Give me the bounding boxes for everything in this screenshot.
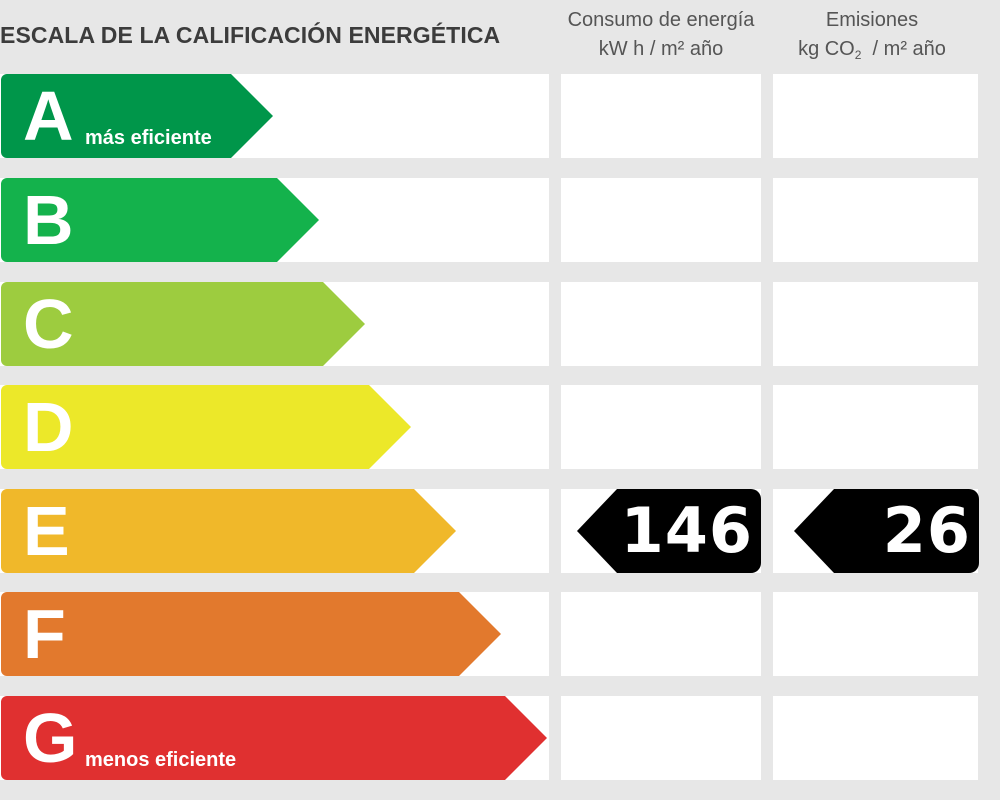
rating-row-f: F <box>0 592 1000 676</box>
rating-arrow-f: F <box>1 592 501 676</box>
emissions-column-header: Emisiones kg CO2 / m² año <box>767 6 977 70</box>
rating-sublabel: menos eficiente <box>85 749 236 772</box>
rating-sublabel: más eficiente <box>85 127 212 150</box>
energy-value: 146 <box>621 495 753 567</box>
page-title: ESCALA DE LA CALIFICACIÓN ENERGÉTICA <box>0 22 500 49</box>
emissions-cell <box>773 592 978 676</box>
rating-letter: D <box>23 389 74 465</box>
emissions-value: 26 <box>883 495 971 567</box>
energy-cell <box>561 178 761 262</box>
energy-header-line1: Consumo de energía <box>556 6 766 35</box>
emissions-header-line2: kg CO2 / m² año <box>767 35 977 70</box>
rating-arrow-b: B <box>1 178 319 262</box>
rating-arrow-c: C <box>1 282 365 366</box>
rating-row-e: E 146 26 <box>0 489 1000 573</box>
emissions-cell <box>773 385 978 469</box>
energy-cell <box>561 74 761 158</box>
rating-letter: F <box>23 596 66 672</box>
rating-arrow-d: D <box>1 385 411 469</box>
rating-letter: C <box>23 286 74 362</box>
energy-header-line2: kW h / m² año <box>556 35 766 64</box>
rating-letter: A <box>23 78 74 154</box>
rating-row-c: C <box>0 282 1000 366</box>
energy-cell <box>561 385 761 469</box>
energy-cell <box>561 696 761 780</box>
emissions-unit-prefix: kg CO <box>798 38 855 60</box>
emissions-cell <box>773 74 978 158</box>
rating-row-b: B <box>0 178 1000 262</box>
energy-cell <box>561 592 761 676</box>
emissions-cell <box>773 282 978 366</box>
rating-row-d: D <box>0 385 1000 469</box>
rating-arrow-e: E <box>1 489 456 573</box>
rating-letter: G <box>23 700 77 776</box>
energy-column-header: Consumo de energía kW h / m² año <box>556 6 766 64</box>
emissions-cell <box>773 178 978 262</box>
emissions-cell <box>773 696 978 780</box>
emissions-unit-suffix: / m² año <box>861 38 945 60</box>
energy-cell <box>561 282 761 366</box>
rating-letter: E <box>23 493 70 569</box>
emissions-header-line1: Emisiones <box>767 6 977 35</box>
rating-letter: B <box>23 182 74 258</box>
